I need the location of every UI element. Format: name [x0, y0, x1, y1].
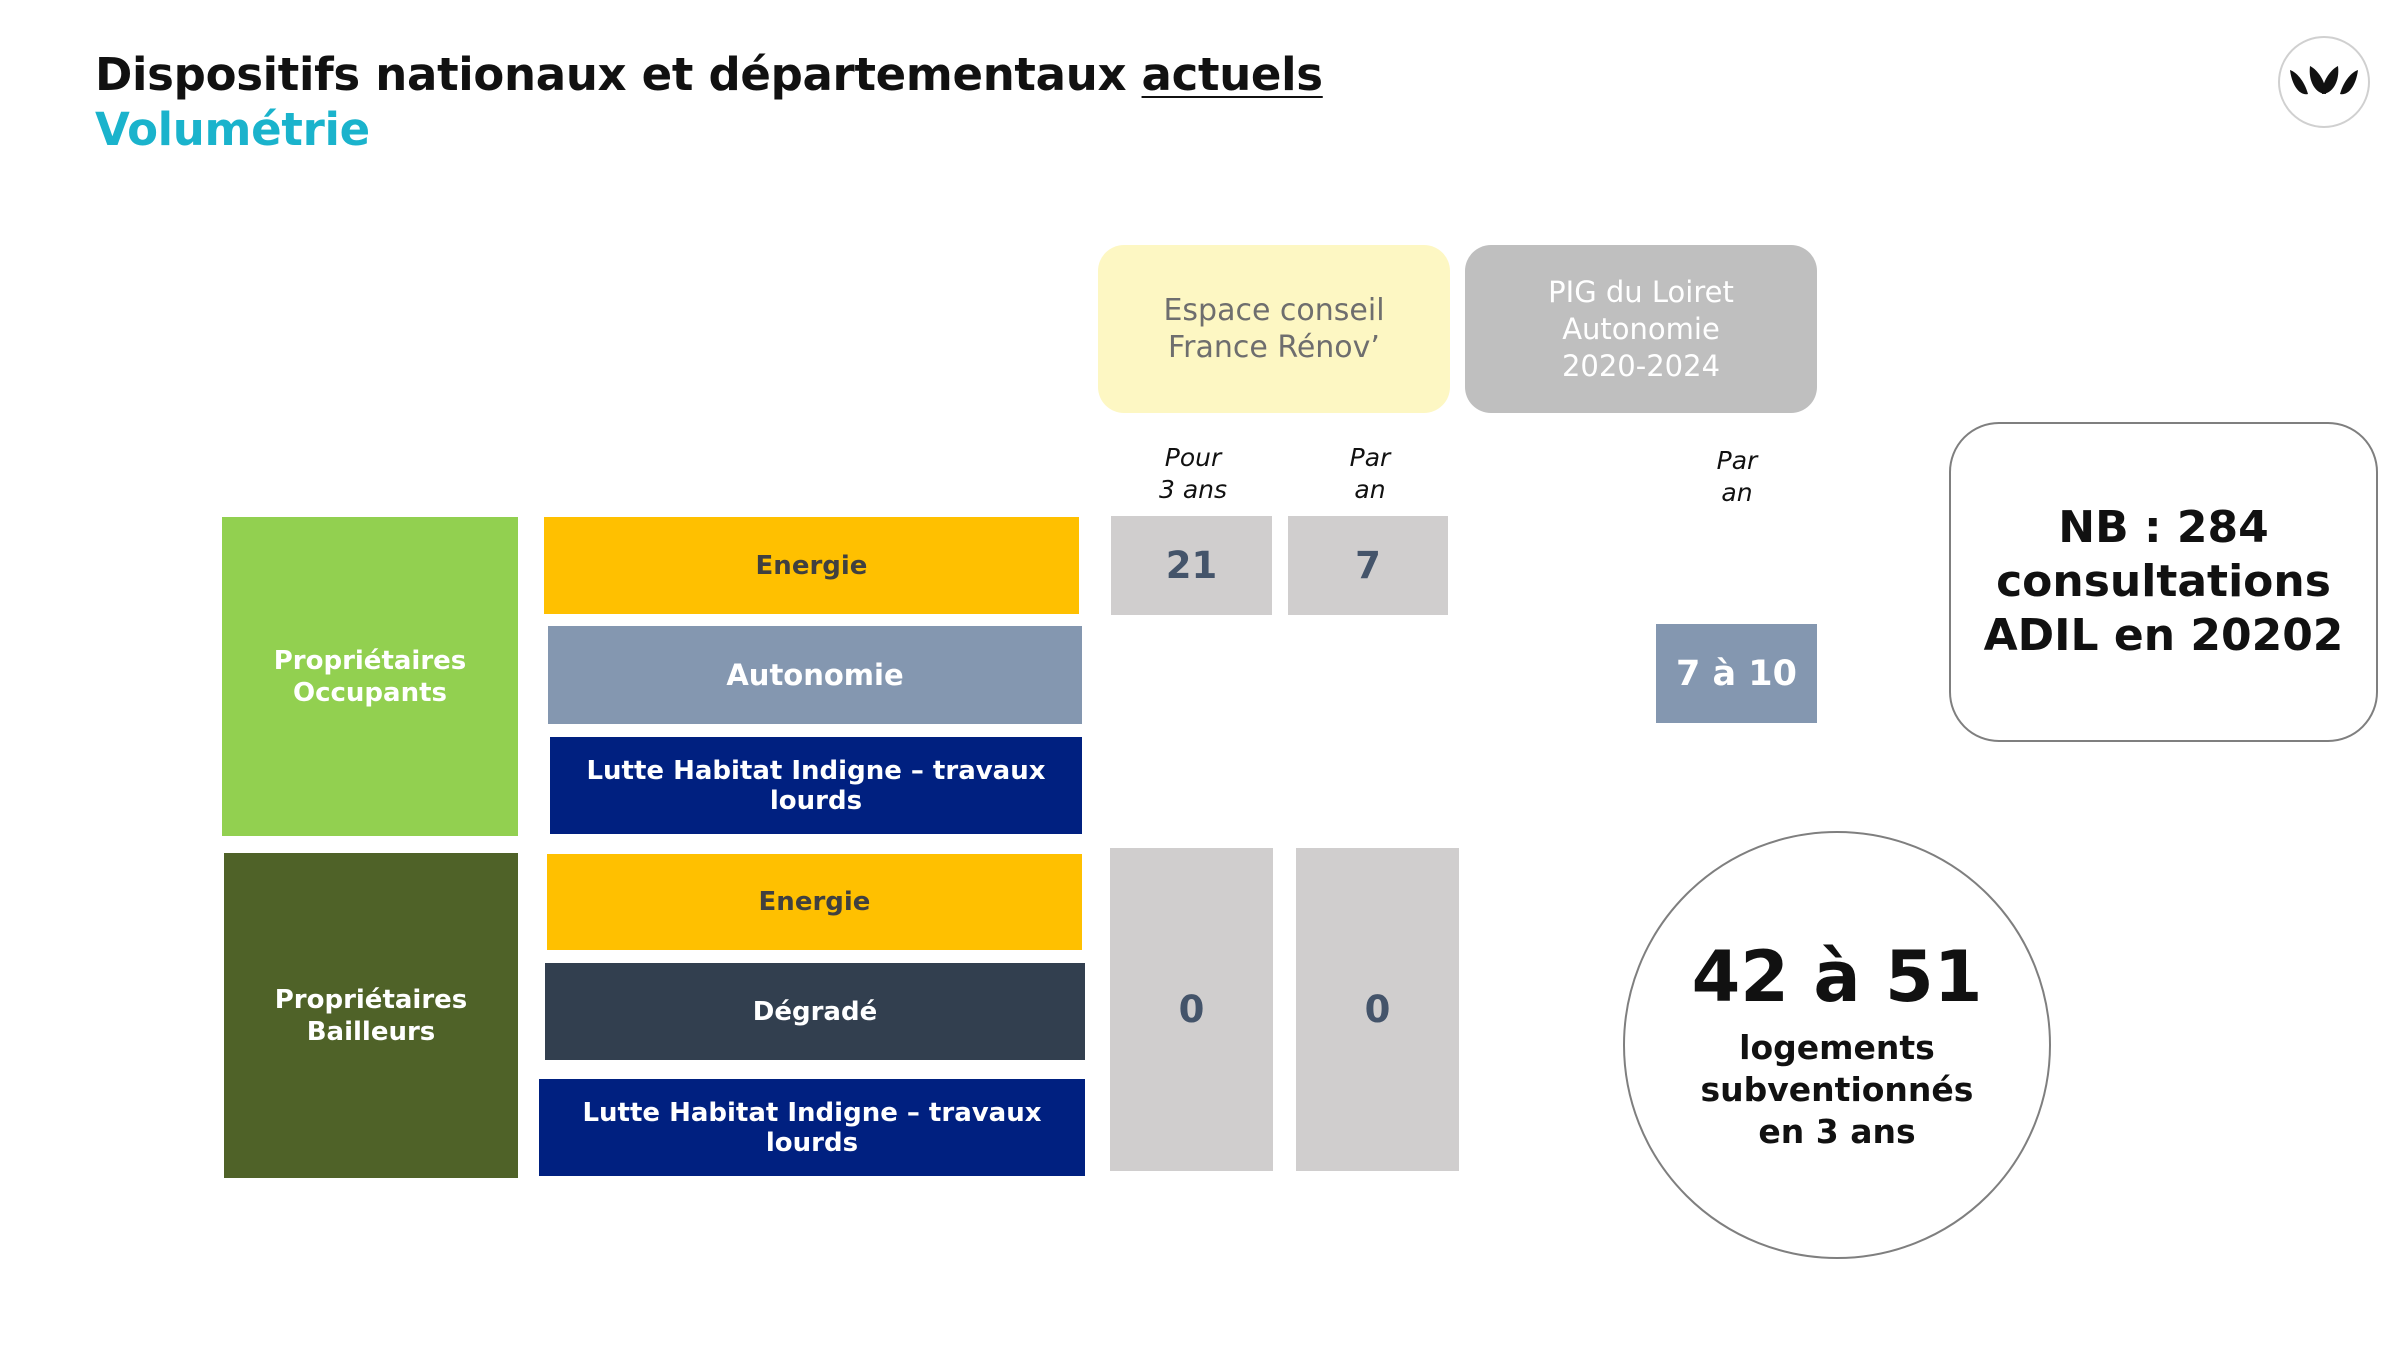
subheader-line: an [1354, 475, 1386, 504]
page-title: Dispositifs nationaux et départementaux … [95, 48, 1323, 101]
summary-caption-line: en 3 ans [1758, 1112, 1916, 1151]
value-po-par-an: 7 [1288, 516, 1448, 615]
subheader-line: an [1721, 478, 1753, 507]
measure-po-lutte-habitat-indigne: Lutte Habitat Indigne – travaux lourds [550, 737, 1082, 834]
summary-count: 42 à 51 [1691, 936, 1983, 1018]
category-label: Bailleurs [306, 1016, 436, 1047]
category-proprietaires-occupants: Propriétaires Occupants [222, 517, 518, 836]
page-title-main: Dispositifs nationaux et départementaux [95, 48, 1142, 101]
value-pb-par-an: 0 [1296, 848, 1459, 1171]
subheader-line: 3 ans [1158, 475, 1228, 504]
category-proprietaires-bailleurs: Propriétaires Bailleurs [224, 853, 518, 1178]
summary-caption-line: logements [1739, 1028, 1935, 1067]
note-adil-consultations: NB : 284 consultations ADIL en 20202 [1949, 422, 2378, 742]
pig-header-line2: Autonomie [1562, 311, 1720, 346]
note-line: NB : 284 [2058, 502, 2269, 553]
espace-header-line1: Espace conseil [1163, 293, 1385, 328]
leaves-logo-icon [2278, 36, 2370, 128]
pig-loiret-header: PIG du Loiret Autonomie 2020-2024 [1465, 245, 1817, 413]
espace-conseil-header: Espace conseil France Rénov’ [1098, 245, 1450, 413]
measure-pb-energie: Energie [547, 854, 1082, 950]
summary-caption: logements subventionnés en 3 ans [1701, 1027, 1974, 1153]
pig-header-line1: PIG du Loiret [1548, 274, 1734, 309]
category-label: Occupants [292, 677, 447, 708]
measure-po-energie: Energie [544, 517, 1079, 614]
measure-pb-lutte-habitat-indigne: Lutte Habitat Indigne – travaux lourds [539, 1079, 1085, 1176]
measure-po-autonomie: Autonomie [548, 626, 1082, 724]
value-pb-3-ans: 0 [1110, 848, 1273, 1171]
subheader-line: Par [1349, 443, 1391, 472]
summary-caption-line: subventionnés [1700, 1070, 1974, 1109]
value-pig-autonomie-par-an: 7 à 10 [1656, 624, 1817, 723]
note-line: consultations [1996, 556, 2331, 607]
page-title-underlined: actuels [1141, 48, 1324, 101]
subheader-line: Pour [1164, 443, 1222, 472]
category-label: Propriétaires [274, 984, 468, 1015]
subheader-pour-3-ans: Pour 3 ans [1133, 442, 1253, 506]
subheader-par-an: Par an [1310, 442, 1430, 506]
note-line: ADIL en 20202 [1983, 610, 2344, 661]
pig-header-line3: 2020-2024 [1561, 348, 1721, 383]
value-po-3-ans: 21 [1111, 516, 1272, 615]
espace-header-line2: France Rénov’ [1168, 330, 1380, 365]
measure-pb-degrade: Dégradé [545, 963, 1085, 1060]
category-label: Propriétaires [273, 645, 467, 676]
summary-circle: 42 à 51 logements subventionnés en 3 ans [1623, 831, 2051, 1259]
page-subtitle: Volumétrie [95, 103, 370, 156]
subheader-pig-par-an: Par an [1677, 445, 1797, 509]
subheader-line: Par [1716, 446, 1758, 475]
